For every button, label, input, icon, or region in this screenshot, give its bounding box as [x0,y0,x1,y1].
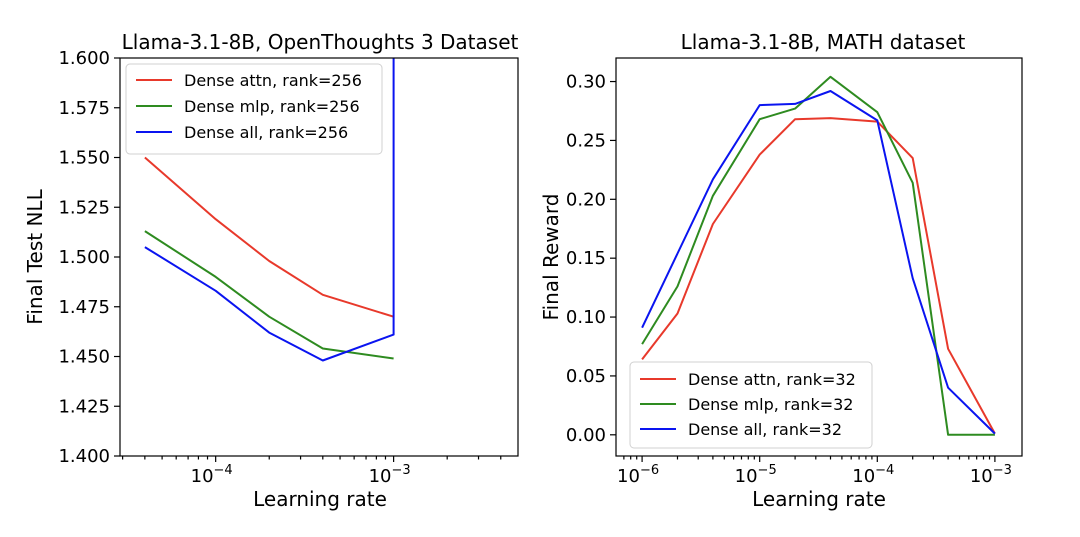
plot-frame [615,57,1023,457]
y-tick-label: 1.500 [58,247,110,268]
y-axis-label: Final Reward [539,194,563,321]
chart-title: Llama-3.1-8B, MATH dataset [681,30,966,54]
series-line-mlp [641,75,995,436]
chart-nll: Llama-3.1-8B, OpenThoughts 3 Dataset 1.4… [23,30,519,511]
legend-label-all: Dense all, rank=32 [688,420,842,439]
y-tick-label: 1.425 [58,396,110,417]
y-axis: 0.00 0.05 0.10 0.15 0.20 0.25 0.30 [566,72,616,446]
series-line-attn [641,117,996,435]
x-tick-label: 10−5 [735,463,777,487]
y-tick-label: 0.05 [566,366,606,387]
y-tick-label: 0.25 [566,130,606,151]
legend-label-mlp: Dense mlp, rank=32 [688,395,853,414]
x-tick-label: 10−4 [852,463,894,487]
legend-label-attn: Dense attn, rank=32 [688,370,856,389]
legend-label-mlp: Dense mlp, rank=256 [184,97,360,116]
y-tick-label: 1.450 [58,347,110,368]
y-axis-label: Final Test NLL [23,188,47,324]
series-line-all [641,90,996,435]
y-tick-label: 1.575 [58,98,110,119]
legend-label-all: Dense all, rank=256 [184,123,348,142]
series-group [641,75,996,436]
x-axis-label: Learning rate [253,487,387,511]
y-tick-label: 1.475 [58,297,110,318]
x-tick-label: 10−3 [369,463,411,487]
x-tick-label: 10−6 [617,463,659,487]
y-tick-label: 1.600 [58,48,110,69]
y-tick-label: 0.30 [566,72,606,93]
x-tick-label: 10−4 [191,463,233,487]
series-line-mlp [144,230,394,360]
legend: Dense attn, rank=32 Dense mlp, rank=32 D… [629,361,873,449]
chart-reward: Llama-3.1-8B, MATH dataset 0.000.050.100… [539,30,1023,511]
chart-title: Llama-3.1-8B, OpenThoughts 3 Dataset [122,30,519,54]
x-tick-label: 10−3 [970,463,1012,487]
series-group [144,58,395,362]
series-line-attn [144,156,394,318]
y-tick-label: 1.400 [58,446,110,467]
x-axis-label: Learning rate [752,487,886,511]
y-tick-label: 0.00 [566,425,606,446]
y-tick-label: 1.525 [58,197,110,218]
legend-label-attn: Dense attn, rank=256 [184,71,362,90]
series-line-all [144,58,395,362]
legend-frame [629,361,873,449]
y-tick-label: 0.15 [566,248,606,269]
x-axis: 10−4 10−3 [122,456,502,487]
y-tick-label: 0.10 [566,307,606,328]
legend-frame [125,63,383,155]
legend: Dense attn, rank=256 Dense mlp, rank=256… [125,63,383,155]
y-tick-label: 0.20 [566,189,606,210]
y-axis: 1.400 1.425 1.450 1.475 1.500 1.525 1.550 1.575… [58,48,120,467]
x-axis: 10−6 10−5 10−4 10−3 [617,456,1012,487]
y-tick-label: 1.550 [58,148,110,169]
